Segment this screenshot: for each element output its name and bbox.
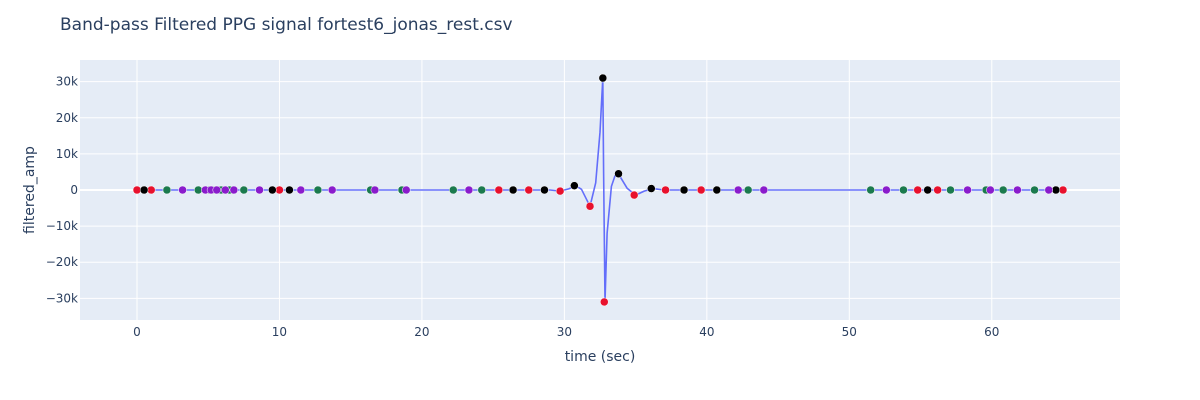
green-marker [449, 185, 458, 195]
x-axis-title: time (sec) [565, 349, 636, 365]
red-marker [696, 185, 706, 195]
black-marker [598, 73, 608, 83]
y-tick-label: −20k [46, 255, 78, 269]
purple-marker [1044, 185, 1054, 195]
chart-title: Band-pass Filtered PPG signal fortest6_j… [60, 15, 513, 35]
purple-marker [733, 185, 743, 195]
green-marker [239, 185, 249, 195]
black-marker [614, 169, 623, 178]
y-tick-label: 10k [56, 147, 78, 161]
purple-marker [327, 185, 337, 195]
purple-marker [401, 185, 411, 195]
tick-label-layer: 0 10 20 30 40 50 60 30k 20k 10k 0 −10k −20k −30k [46, 75, 1000, 339]
red-marker [555, 186, 565, 196]
black-marker [647, 184, 656, 193]
green-marker [313, 185, 323, 195]
green-marker [866, 185, 875, 195]
black-marker [508, 185, 518, 195]
black-marker [285, 185, 294, 195]
x-tick-label: 60 [984, 325, 999, 339]
black-marker [1051, 185, 1061, 195]
y-tick-label: 0 [70, 183, 78, 197]
purple-marker [986, 185, 995, 195]
x-tick-label: 40 [699, 325, 714, 339]
y-tick-label: −30k [46, 291, 78, 305]
purple-marker [229, 185, 239, 195]
purple-marker [882, 185, 891, 195]
x-tick-label: 30 [557, 325, 572, 339]
purple-marker [370, 185, 380, 195]
y-tick-label: −10k [46, 219, 78, 233]
y-axis-title: filtered_amp [22, 146, 38, 234]
x-tick-label: 0 [133, 325, 141, 339]
red-marker [524, 185, 534, 195]
purple-marker [963, 185, 972, 195]
y-tick-label: 30k [56, 75, 78, 89]
red-marker [132, 185, 142, 195]
black-marker [139, 185, 149, 195]
green-marker [1030, 185, 1039, 195]
red-marker [629, 190, 639, 200]
x-tick-label: 20 [414, 325, 429, 339]
red-marker [661, 185, 670, 195]
red-marker [933, 185, 942, 195]
black-marker [570, 181, 579, 190]
purple-marker [759, 185, 769, 195]
purple-marker [178, 185, 187, 195]
black-marker [268, 185, 277, 195]
x-tick-label: 50 [842, 325, 857, 339]
green-marker [899, 185, 908, 195]
purple-marker [296, 185, 306, 195]
black-marker [679, 185, 689, 195]
green-marker [477, 185, 487, 195]
black-marker [923, 185, 932, 195]
green-marker [193, 185, 203, 195]
purple-marker [221, 185, 230, 195]
purple-marker [255, 185, 264, 195]
red-marker [494, 185, 504, 195]
red-marker [600, 297, 609, 307]
black-marker [712, 185, 722, 195]
purple-marker [212, 185, 222, 195]
black-marker [540, 185, 549, 195]
green-marker [946, 185, 955, 195]
red-marker [146, 185, 156, 195]
red-marker [275, 185, 284, 195]
marker-layer [132, 73, 1068, 307]
y-tick-label: 20k [56, 111, 78, 125]
red-marker [1058, 185, 1068, 195]
x-tick-label: 10 [272, 325, 287, 339]
red-marker [913, 185, 922, 195]
green-marker [743, 185, 753, 195]
purple-marker [1013, 185, 1022, 195]
green-marker [998, 185, 1008, 195]
purple-marker [464, 185, 474, 195]
green-marker [162, 185, 172, 195]
red-marker [585, 202, 595, 211]
